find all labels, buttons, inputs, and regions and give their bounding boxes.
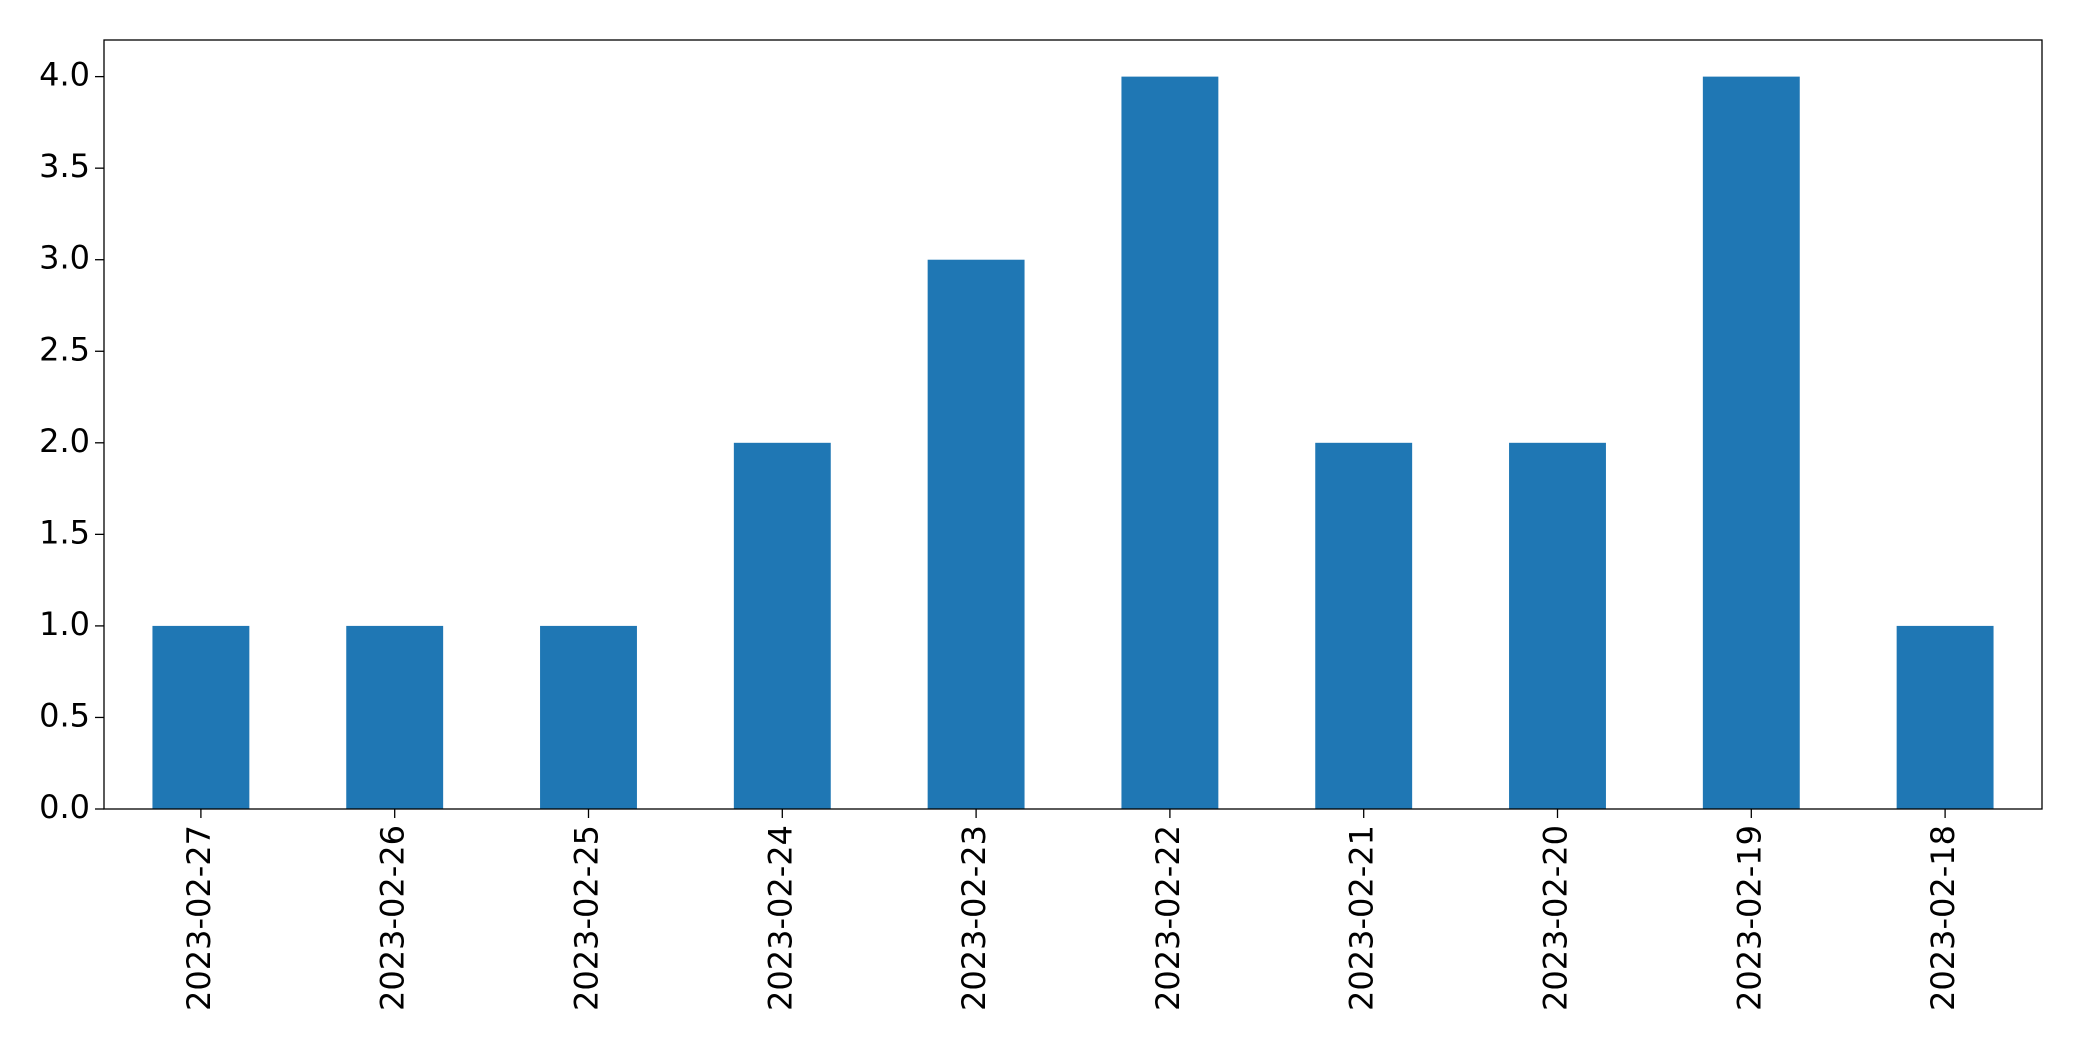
bar (1702, 76, 1800, 810)
y-tick-label: 3.5 (39, 147, 90, 185)
y-tick-label: 0.5 (39, 696, 90, 734)
y-tick-label: 1.5 (39, 513, 90, 551)
x-tick-label: 2023-02-26 (374, 825, 412, 1011)
bar (346, 625, 444, 809)
bar (152, 625, 250, 809)
bar (540, 625, 637, 809)
x-tick-label: 2023-02-27 (180, 825, 218, 1011)
x-tick-label: 2023-02-18 (1924, 825, 1962, 1011)
x-tick-label: 2023-02-19 (1730, 825, 1768, 1011)
y-tick-label: 3.0 (39, 239, 90, 277)
bar (1896, 625, 1994, 809)
x-tick-label: 2023-02-23 (955, 825, 993, 1011)
x-tick-label: 2023-02-25 (568, 825, 606, 1011)
x-tick-label: 2023-02-24 (761, 825, 799, 1011)
y-tick-label: 2.5 (39, 330, 90, 368)
bar (733, 442, 831, 809)
y-tick-label: 0.0 (39, 788, 90, 826)
bar (1509, 442, 1606, 809)
x-tick-label: 2023-02-20 (1537, 825, 1575, 1011)
bar (1121, 76, 1219, 810)
bar (927, 259, 1025, 809)
bar (1315, 442, 1413, 809)
x-tick-label: 2023-02-21 (1343, 825, 1381, 1011)
x-tick-label: 2023-02-22 (1149, 825, 1187, 1011)
y-tick-label: 2.0 (39, 422, 90, 460)
y-tick-label: 4.0 (39, 56, 90, 94)
plot-frame (103, 39, 2043, 810)
y-tick-label: 1.0 (39, 605, 90, 643)
